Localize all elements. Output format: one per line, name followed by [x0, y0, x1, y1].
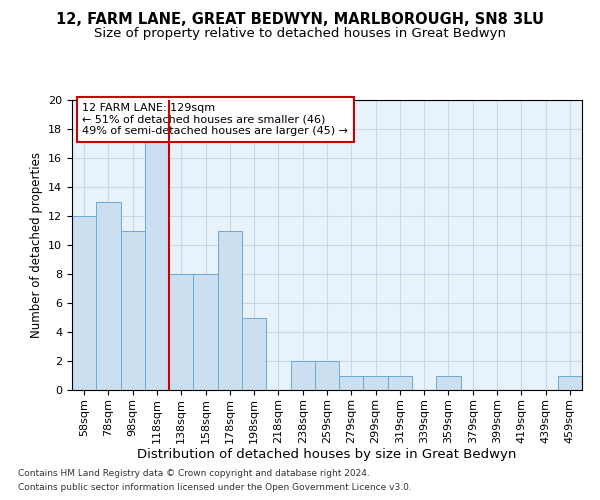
Y-axis label: Number of detached properties: Number of detached properties — [29, 152, 43, 338]
Bar — [145, 129, 169, 390]
Bar — [290, 361, 315, 390]
Bar — [121, 230, 145, 390]
Text: Contains HM Land Registry data © Crown copyright and database right 2024.: Contains HM Land Registry data © Crown c… — [18, 468, 370, 477]
Bar — [558, 376, 582, 390]
Text: Size of property relative to detached houses in Great Bedwyn: Size of property relative to detached ho… — [94, 28, 506, 40]
Bar — [315, 361, 339, 390]
Bar — [436, 376, 461, 390]
Text: 12, FARM LANE, GREAT BEDWYN, MARLBOROUGH, SN8 3LU: 12, FARM LANE, GREAT BEDWYN, MARLBOROUGH… — [56, 12, 544, 28]
Bar — [388, 376, 412, 390]
Bar — [339, 376, 364, 390]
Bar — [364, 376, 388, 390]
Bar — [242, 318, 266, 390]
X-axis label: Distribution of detached houses by size in Great Bedwyn: Distribution of detached houses by size … — [137, 448, 517, 462]
Bar — [72, 216, 96, 390]
Text: 12 FARM LANE: 129sqm
← 51% of detached houses are smaller (46)
49% of semi-detac: 12 FARM LANE: 129sqm ← 51% of detached h… — [82, 103, 348, 136]
Bar — [96, 202, 121, 390]
Text: Contains public sector information licensed under the Open Government Licence v3: Contains public sector information licen… — [18, 484, 412, 492]
Bar — [169, 274, 193, 390]
Bar — [218, 230, 242, 390]
Bar — [193, 274, 218, 390]
